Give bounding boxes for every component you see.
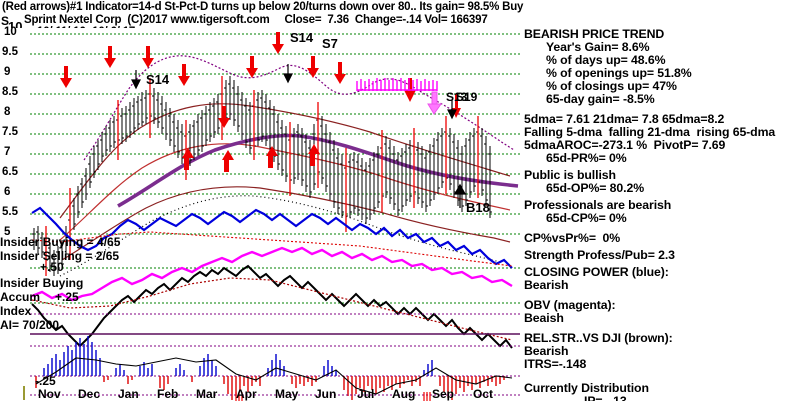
header-indicator-line: (Red arrows)#1 Indicator=14-d St-Pct-D t… [2,1,524,13]
x-label-jul: Jul [357,387,375,401]
strength-ratio: Strength Profess/Pub= 2.3 [524,248,675,262]
accum-index-histogram [30,336,520,400]
dma-trend: Falling 5-dma falling 21-dma rising 65-d… [524,125,776,139]
annotation-s19: S19 [456,90,478,104]
x-label-sep: Sep [432,387,455,401]
accum-gridlines [30,313,520,377]
magenta-distribution-cluster [356,78,438,91]
x-label-apr: Apr [236,387,257,401]
ai-value-label: AI= 70/200 [0,318,60,332]
accum-title-line3: Index [0,304,32,318]
public-sentiment: Public is bullish [524,168,616,182]
op65: 65d-OP%= 80.2% [546,181,645,195]
y-tick-6_5: 6.5 [2,166,18,178]
annotation-s13: S13 [446,90,468,104]
x-label-may: May [275,387,299,401]
dma-values: 5dma= 7.61 21dma= 7.8 65dma=8.2 [524,112,725,126]
y-tick-7: 7 [4,146,11,158]
buy-arrows [182,144,320,172]
chart-canvas[interactable] [0,28,520,401]
closing-power-title: CLOSING POWER (blue): [524,265,669,279]
lower-band [61,186,511,261]
relstr-line [31,264,513,349]
x-label-feb: Feb [157,387,179,401]
trend-title: BEARISH PRICE TREND [524,27,665,41]
x-label-aug: Aug [392,387,416,401]
x-label-jun: Jun [315,387,337,401]
professional-sentiment: Professionals are bearish [524,198,672,212]
insider-selling-label: Insider Selling = 2/65 [0,249,120,263]
annotation-s7: S7 [322,36,338,51]
annotation-s14-b: S14 [290,30,314,45]
annotation-s14-a: S14 [146,72,170,87]
insider-buying-label: Insider Buying = 4/65 [0,235,121,249]
y-tick-7_5: 7.5 [2,126,18,138]
obv-title: OBV (magenta): [524,298,616,312]
price-chart[interactable]: 10 9.5 9 8.5 8 7.5 7 6.5 6 5.5 5 Insider… [0,26,520,401]
magenta-down-arrow [427,91,442,115]
black-down-arrows [131,64,457,120]
y-tick-8: 8 [4,106,11,118]
y-tick-5: 5 [4,226,11,238]
bottom-axis-markers [235,392,431,401]
accum-smooth-line [35,357,513,395]
obv-value: Beaish [524,311,564,325]
years-gain: Year's Gain= 8.6% [546,40,650,54]
aroc-pivot: 5dmaAROC=-273.1 % PivotP= 7.69 [524,138,726,152]
obv-line [31,246,513,302]
mid-band [59,143,511,241]
accum-title-line2: Accum [0,290,41,304]
y-tick-8_5: 8.5 [2,86,18,98]
x-label-jan: Jan [118,387,139,401]
y-tick-5_5: 5.5 [2,206,18,218]
y-tick-10: 10 [4,26,17,38]
analysis-panel: BEARISH PRICE TREND Year's Gain= 8.6% % … [524,28,800,401]
days-up: % of days up= 48.6% [546,53,666,67]
relstr-title: REL.STR..VS DJI (brown): [524,331,673,345]
y-tick-9_5: 9.5 [2,46,18,58]
gain-65day: 65-day gain= -8.5% [546,92,655,106]
closings-up: % of closings up= 47% [546,79,677,93]
scale-letter: S [1,14,10,28]
openings-up: % of openings up= 51.8% [546,66,692,80]
ip-value: IP= -.13 [584,394,627,401]
cp-vs-pr: CP%vsPr%= 0% [524,231,621,245]
red-signal-bars [45,76,479,276]
x-label-nov: Nov [38,387,61,401]
accum-title-line1: Insider Buying [0,276,84,290]
lower-dotted-band [59,195,501,277]
header-quote-line: Sprint Nextel Corp (C)2017 www.tigersoft… [24,14,488,26]
cp65: 65d-CP%= 0% [546,211,627,225]
pr65: 65d-PR%= 0% [546,151,627,165]
accum-minus25-label: -.25 [35,374,56,388]
b18-up-arrow [453,183,467,208]
x-label-oct: Oct [473,387,494,401]
sell-arrows [60,32,461,128]
relstr-value: Bearish [524,344,569,358]
distribution-status: Currently Distribution [524,381,649,395]
accum-plus50-label: +.50 [40,260,64,274]
y-tick-6: 6 [4,186,11,198]
closing-power-value: Bearish [524,278,569,292]
accum-plus25-label: +.25 [55,290,79,304]
annotation-b18: B18 [466,200,490,215]
x-label-dec: Dec [78,387,101,401]
closing-power-line [31,206,513,269]
itrs-value: ITRS=-.148 [524,357,587,371]
y-tick-9: 9 [4,66,11,78]
x-label-mar: Mar [196,387,218,401]
